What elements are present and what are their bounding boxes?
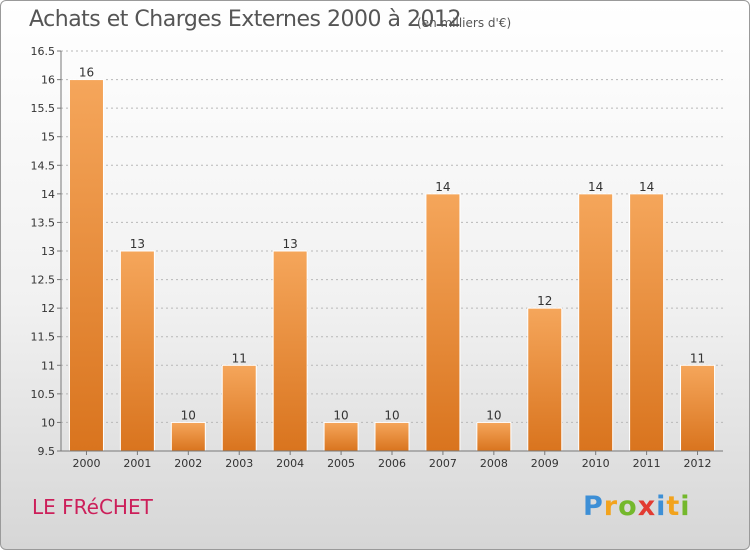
data-label-2003: 11 xyxy=(232,351,247,365)
bar-2003 xyxy=(221,364,257,452)
bars xyxy=(68,79,716,452)
x-tick-label-2012: 2012 xyxy=(684,457,712,470)
y-tick-label: 11 xyxy=(41,359,55,372)
y-tick-label: 14.5 xyxy=(31,159,56,172)
data-label-2001: 13 xyxy=(130,237,145,251)
x-tick-label-2010: 2010 xyxy=(582,457,610,470)
y-tick-label: 15.5 xyxy=(31,102,56,115)
data-label-2012: 11 xyxy=(690,351,705,365)
bar-2006 xyxy=(374,421,410,452)
axes: 9.5 10 10.5 11 11.5 12 12.5 13 13.5 14 14.5 15 15.5 1… xyxy=(31,45,723,470)
bar-2002 xyxy=(170,421,206,452)
x-tick-label-2002: 2002 xyxy=(174,457,202,470)
x-tick-label-2003: 2003 xyxy=(225,457,253,470)
x-tick-label-2009: 2009 xyxy=(531,457,559,470)
proxiti-logo[interactable]: Proxiti xyxy=(583,491,691,522)
bar-2008 xyxy=(476,421,512,452)
bar-2012 xyxy=(680,364,716,452)
data-label-2006: 10 xyxy=(384,408,399,422)
logo-letter: x xyxy=(637,491,657,522)
chart-title: Achats et Charges Externes 2000 à 2012 xyxy=(29,7,461,32)
x-tick-label-2011: 2011 xyxy=(633,457,661,470)
bar-2010 xyxy=(578,193,614,452)
commune-name: LE FRéCHET xyxy=(32,495,153,519)
data-label-2008: 10 xyxy=(486,408,501,422)
y-tick-label: 14 xyxy=(41,188,55,201)
y-tick-label: 12 xyxy=(41,302,55,315)
bar-2011 xyxy=(629,193,665,452)
y-tick-label: 10.5 xyxy=(31,388,56,401)
x-tick-label-2004: 2004 xyxy=(276,457,304,470)
bar-2000 xyxy=(68,79,104,452)
data-label-2000: 16 xyxy=(79,66,94,80)
data-label-2009: 12 xyxy=(537,294,552,308)
data-label-2010: 14 xyxy=(588,180,603,194)
data-label-2011: 14 xyxy=(639,180,654,194)
logo-letter: t xyxy=(666,491,681,522)
logo-letter: P xyxy=(583,491,604,522)
data-labels: 16 13 10 11 13 10 10 14 10 12 14 14 11 xyxy=(79,66,705,423)
data-label-2005: 10 xyxy=(333,408,348,422)
x-tick-label-2000: 2000 xyxy=(72,457,100,470)
chart-subtitle: (en milliers d'€) xyxy=(417,16,512,30)
logo-letter: o xyxy=(618,491,638,522)
data-label-2007: 14 xyxy=(435,180,450,194)
bar-2009 xyxy=(527,307,563,452)
y-tick-label: 15 xyxy=(41,131,55,144)
bar-2001 xyxy=(119,250,155,452)
bar-2007 xyxy=(425,193,461,452)
y-tick-label: 10 xyxy=(41,416,55,429)
x-tick-label-2007: 2007 xyxy=(429,457,457,470)
x-tick-label-2006: 2006 xyxy=(378,457,406,470)
y-tick-label: 9.5 xyxy=(38,445,56,458)
x-tick-label-2005: 2005 xyxy=(327,457,355,470)
data-label-2002: 10 xyxy=(181,408,196,422)
x-tick-label-2008: 2008 xyxy=(480,457,508,470)
logo-letter: i xyxy=(680,491,691,522)
y-tick-label: 11.5 xyxy=(31,331,56,344)
y-tick-label: 16 xyxy=(41,74,55,87)
x-tick-label-2001: 2001 xyxy=(123,457,151,470)
y-tick-label: 13 xyxy=(41,245,55,258)
logo-letter: i xyxy=(656,491,667,522)
gridlines xyxy=(61,50,723,423)
logo-letter: r xyxy=(603,491,619,522)
bar-2004 xyxy=(272,250,308,452)
bar-2005 xyxy=(323,421,359,452)
y-tick-label: 12.5 xyxy=(31,274,56,287)
data-label-2004: 13 xyxy=(283,237,298,251)
y-tick-label: 16.5 xyxy=(31,45,56,58)
y-tick-label: 13.5 xyxy=(31,216,56,229)
